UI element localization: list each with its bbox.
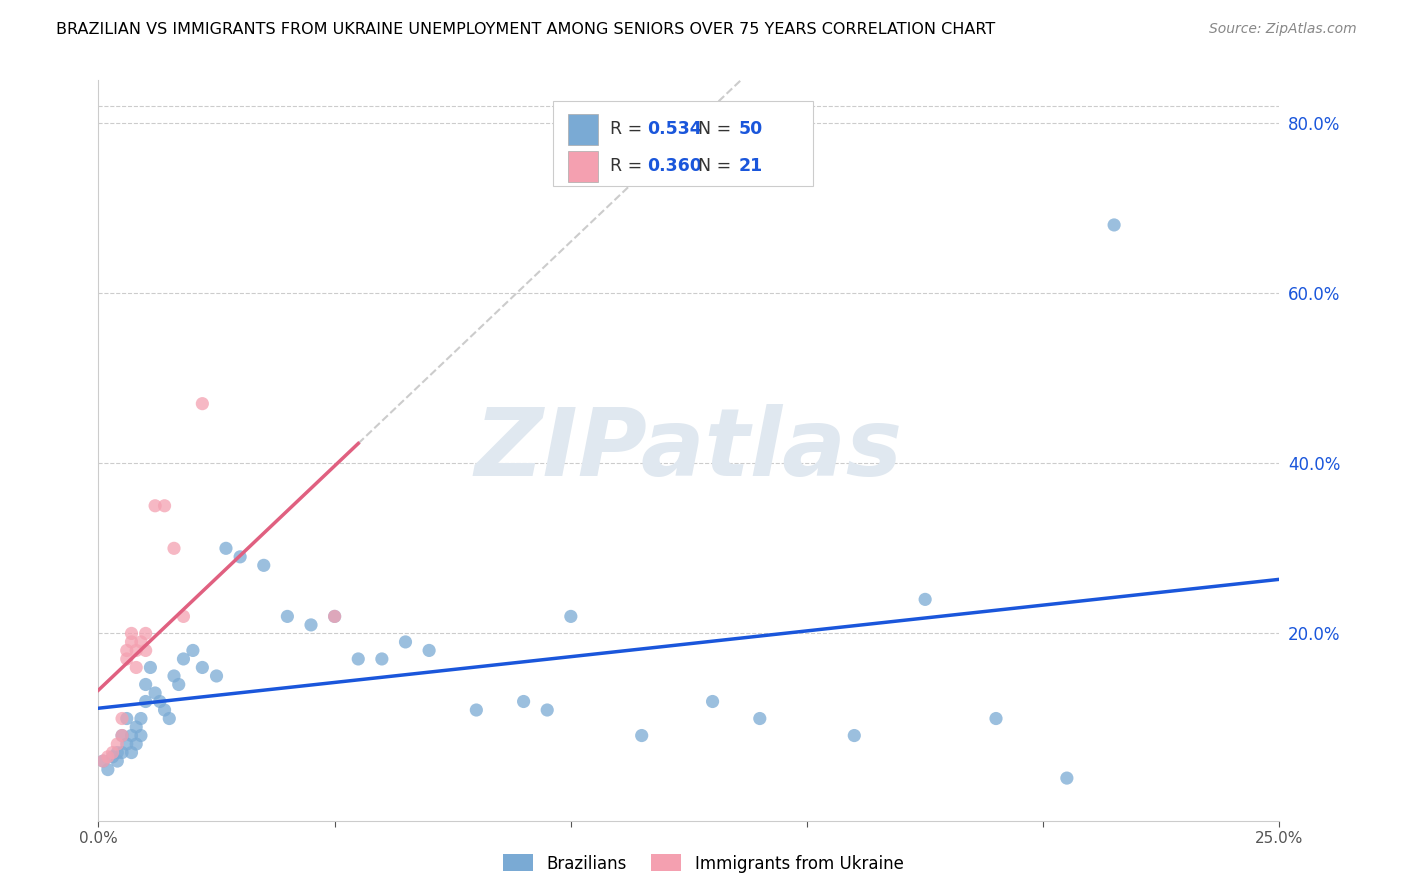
- Point: [111, 712, 134, 726]
- Point: [139, 660, 162, 674]
- Point: [914, 592, 936, 607]
- Point: [111, 729, 134, 743]
- Text: 0.534: 0.534: [648, 120, 703, 138]
- Point: [143, 686, 166, 700]
- Point: [229, 549, 252, 564]
- Point: [91, 754, 114, 768]
- Point: [163, 669, 186, 683]
- Point: [1056, 771, 1078, 785]
- Point: [105, 746, 128, 760]
- Text: 21: 21: [738, 157, 763, 175]
- Point: [101, 749, 124, 764]
- Point: [129, 635, 152, 649]
- Point: [111, 746, 134, 760]
- Point: [135, 643, 157, 657]
- Point: [702, 694, 724, 708]
- Point: [191, 660, 214, 674]
- Point: [105, 754, 128, 768]
- Point: [394, 635, 416, 649]
- Point: [536, 703, 558, 717]
- Point: [115, 652, 138, 666]
- Point: [560, 609, 582, 624]
- Point: [371, 652, 394, 666]
- Point: [115, 712, 138, 726]
- Point: [129, 729, 152, 743]
- Point: [101, 746, 124, 760]
- Point: [153, 703, 176, 717]
- FancyBboxPatch shape: [568, 151, 598, 182]
- Point: [149, 694, 172, 708]
- Point: [129, 712, 152, 726]
- Text: R =: R =: [610, 120, 648, 138]
- Point: [172, 609, 194, 624]
- Point: [121, 635, 143, 649]
- Point: [135, 694, 157, 708]
- Point: [323, 609, 346, 624]
- Point: [97, 749, 120, 764]
- Text: ZIPatlas: ZIPatlas: [475, 404, 903, 497]
- Point: [135, 677, 157, 691]
- Point: [125, 737, 148, 751]
- Point: [181, 643, 204, 657]
- Point: [512, 694, 534, 708]
- Point: [157, 712, 180, 726]
- Point: [191, 397, 214, 411]
- Point: [135, 626, 157, 640]
- Point: [167, 677, 190, 691]
- Point: [276, 609, 298, 624]
- Point: [1102, 218, 1125, 232]
- Point: [143, 499, 166, 513]
- Text: BRAZILIAN VS IMMIGRANTS FROM UKRAINE UNEMPLOYMENT AMONG SENIORS OVER 75 YEARS CO: BRAZILIAN VS IMMIGRANTS FROM UKRAINE UNE…: [56, 22, 995, 37]
- Point: [465, 703, 488, 717]
- Point: [121, 729, 143, 743]
- Point: [125, 720, 148, 734]
- Point: [97, 763, 120, 777]
- Text: 50: 50: [738, 120, 763, 138]
- Point: [105, 737, 128, 751]
- FancyBboxPatch shape: [553, 101, 813, 186]
- Point: [153, 499, 176, 513]
- Point: [121, 746, 143, 760]
- Text: R =: R =: [610, 157, 648, 175]
- Point: [347, 652, 370, 666]
- Legend: Brazilians, Immigrants from Ukraine: Brazilians, Immigrants from Ukraine: [496, 847, 910, 880]
- Text: Source: ZipAtlas.com: Source: ZipAtlas.com: [1209, 22, 1357, 37]
- Point: [215, 541, 238, 556]
- Point: [125, 660, 148, 674]
- Point: [748, 712, 770, 726]
- Point: [115, 643, 138, 657]
- Point: [299, 618, 322, 632]
- Point: [121, 626, 143, 640]
- Point: [253, 558, 276, 573]
- Point: [984, 712, 1007, 726]
- Point: [630, 729, 652, 743]
- Point: [205, 669, 228, 683]
- FancyBboxPatch shape: [568, 113, 598, 145]
- Point: [844, 729, 866, 743]
- Point: [172, 652, 194, 666]
- Text: N =: N =: [699, 157, 737, 175]
- Point: [111, 729, 134, 743]
- Point: [418, 643, 440, 657]
- Point: [125, 643, 148, 657]
- Point: [163, 541, 186, 556]
- Point: [91, 754, 114, 768]
- Point: [115, 737, 138, 751]
- Text: N =: N =: [699, 120, 737, 138]
- Text: 0.360: 0.360: [648, 157, 703, 175]
- Point: [323, 609, 346, 624]
